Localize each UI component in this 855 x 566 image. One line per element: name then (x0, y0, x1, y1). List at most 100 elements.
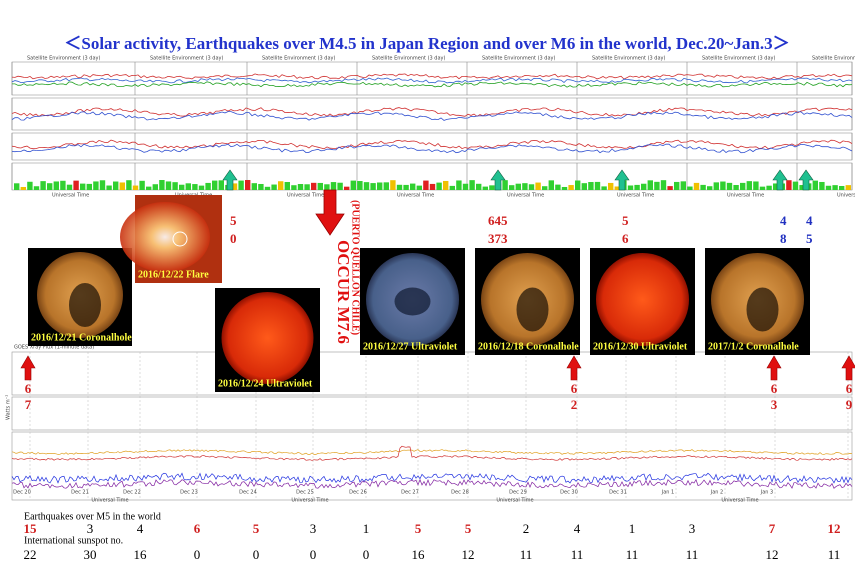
trace (11, 111, 853, 121)
kp-bar (608, 182, 614, 190)
quake-magnitude: 5 (806, 231, 813, 246)
kp-bar (53, 181, 59, 190)
kp-bar (396, 184, 403, 190)
title: ＜Solar activity, Earthquakes over M4.5 i… (64, 34, 789, 53)
kp-bar (759, 186, 766, 190)
flux-trace (11, 472, 853, 484)
panel-strip (11, 431, 853, 501)
earthquake-count: 3 (689, 521, 696, 536)
flux-trace (11, 445, 853, 461)
row-label: Earthquakes over M5 in the world (24, 511, 161, 522)
kp-bar (390, 180, 396, 190)
panel-header: Satellite Environment (3 day) (592, 56, 666, 62)
kp-bar (443, 180, 449, 190)
coronal-hole (69, 283, 101, 327)
kp-bar (667, 186, 673, 190)
kp-bar (205, 182, 211, 190)
coronal-hole (516, 287, 549, 332)
x-tick-label: Dec 21 (71, 490, 89, 496)
quake-magnitude: 6 (25, 381, 32, 396)
red-arrow (766, 355, 782, 381)
image-caption: 2016/12/22 Flare (138, 269, 209, 280)
quake-magnitude: 4 (780, 213, 787, 228)
kp-bar (641, 183, 647, 190)
x-tick-label: Dec 24 (239, 490, 257, 496)
green-arrow (772, 169, 788, 191)
kp-bar (469, 180, 475, 190)
kp-bar (47, 183, 53, 190)
sunspot-number: 0 (363, 547, 370, 562)
sunspot-number: 0 (194, 547, 201, 562)
kp-bar (733, 184, 739, 190)
image-caption: 2016/12/24 Ultraviolet (218, 378, 313, 389)
kp-bar (720, 181, 726, 190)
occur-place: (PUERTO QUELLON CHILE) (350, 200, 361, 335)
green-arrow (614, 169, 630, 191)
earthquake-count: 5 (415, 521, 422, 536)
earthquake-count: 7 (769, 521, 776, 536)
panel-header: Satellite Environment (3 day) (150, 56, 224, 62)
kp-bar (581, 183, 587, 190)
kp-bar (350, 180, 356, 190)
kp-bar (357, 181, 363, 190)
x-tick-label: Dec 31 (609, 490, 627, 496)
kp-bar (489, 185, 495, 190)
kp-bar (548, 180, 554, 190)
x-tick-label: Dec 23 (180, 490, 198, 496)
quake-magnitude: 6 (571, 381, 578, 396)
kp-bar (344, 186, 350, 190)
sunspot-number: 0 (253, 547, 260, 562)
kp-bar (522, 183, 528, 190)
sunspot-number: 11 (626, 547, 639, 562)
kp-bar (746, 181, 752, 190)
image-caption: 2016/12/30 Ultraviolet (593, 341, 688, 352)
kp-bar (93, 181, 99, 190)
sunspot-number: 16 (134, 547, 148, 562)
kp-bar (456, 180, 462, 190)
quake-magnitude: 4 (806, 213, 813, 228)
earthquake-count: 5 (253, 521, 260, 536)
kp-bar (482, 186, 488, 190)
x-tick-label: Dec 28 (451, 490, 469, 496)
quake-magnitude: 9 (846, 397, 853, 412)
panel-strip (11, 132, 853, 161)
earthquake-count: 6 (194, 521, 201, 536)
panel-footer: Universal Time (837, 193, 855, 199)
lower-header: GOES Xray Flux (1-minute data) (14, 345, 94, 351)
flare-glow (120, 202, 210, 272)
trace (12, 81, 853, 88)
kp-bar (515, 183, 521, 190)
kp-bar (634, 184, 640, 190)
quake-magnitude: 5 (622, 213, 629, 228)
kp-bar (60, 180, 66, 190)
kp-bar (825, 185, 832, 190)
kp-bar (588, 182, 594, 190)
kp-bar (568, 185, 574, 190)
x-tick-label: Dec 29 (509, 490, 527, 496)
red-arrow (566, 355, 582, 381)
image-caption: 2017/1/2 Coronalhole (708, 341, 799, 352)
kp-bar (324, 184, 330, 190)
red-arrow (20, 355, 36, 381)
kp-bar (311, 182, 317, 190)
kp-bar (86, 183, 92, 190)
kp-bar (509, 185, 515, 190)
kp-bar (258, 183, 264, 190)
earthquake-count: 2 (523, 521, 530, 536)
kp-bar (40, 181, 46, 190)
kp-bar (561, 186, 568, 190)
kp-bar (212, 180, 218, 190)
quake-magnitude: 373 (488, 231, 508, 246)
coronal-hole (746, 287, 779, 332)
kp-bar (726, 182, 733, 190)
kp-bar (462, 183, 469, 190)
panel-strip (11, 396, 853, 431)
kp-bar (278, 181, 284, 190)
flux-trace (11, 478, 853, 489)
quake-magnitude: 6 (771, 381, 778, 396)
kp-bar (423, 180, 429, 190)
trace (11, 73, 853, 80)
kp-bar (410, 183, 416, 190)
kp-bar (812, 180, 818, 190)
earthquake-count: 15 (24, 521, 38, 536)
